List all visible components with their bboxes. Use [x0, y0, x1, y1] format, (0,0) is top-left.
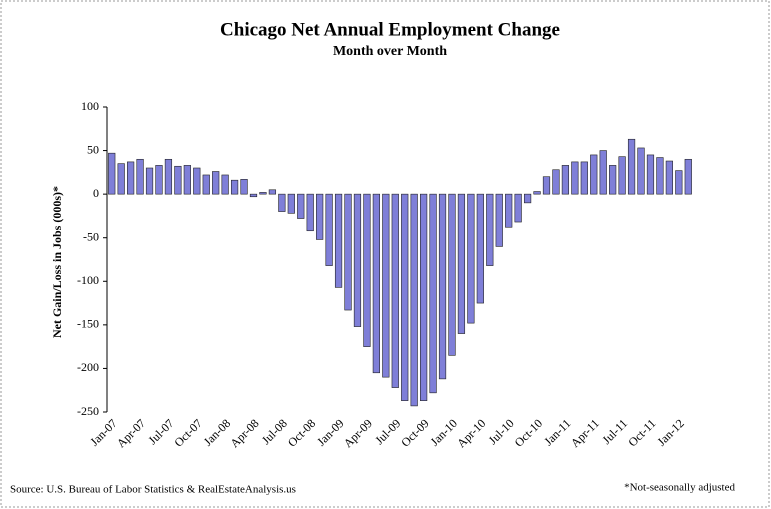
bar [108, 152, 116, 195]
y-tick-label: -100 [77, 273, 99, 287]
y-tick-label: -250 [77, 404, 99, 418]
bar [249, 193, 258, 198]
bar [221, 174, 229, 195]
bar [580, 161, 588, 195]
bar [268, 189, 277, 195]
bar [609, 165, 617, 195]
bar [306, 193, 314, 232]
bar [353, 193, 362, 327]
bar [391, 193, 399, 388]
bar [372, 193, 380, 374]
bar [136, 158, 144, 195]
bar [542, 176, 551, 195]
y-tick-label: -50 [83, 229, 99, 243]
bar [127, 161, 135, 195]
bar [684, 158, 692, 195]
bar [438, 193, 447, 380]
bar [278, 193, 286, 212]
bar [429, 193, 437, 394]
bar [420, 193, 428, 401]
bar [212, 171, 220, 195]
bar [533, 191, 541, 195]
bar [382, 193, 390, 378]
bar [230, 179, 239, 195]
bar [410, 193, 418, 407]
bar [117, 163, 125, 195]
bar [240, 179, 248, 195]
bar [561, 165, 570, 195]
bar [325, 193, 333, 266]
bar [145, 167, 154, 195]
bar [259, 192, 267, 195]
bar [599, 150, 607, 195]
bar [316, 193, 324, 240]
y-axis-label: Net Gain/Loss in Jobs (000s)* [50, 186, 64, 338]
bar [174, 165, 182, 195]
bar [202, 174, 210, 195]
bar [523, 193, 532, 204]
bar [514, 193, 522, 223]
bar [486, 193, 494, 266]
source-note: Source: U.S. Bureau of Labor Statistics … [10, 484, 296, 496]
bar [637, 147, 645, 195]
bar [287, 193, 295, 214]
bar [646, 154, 655, 195]
bar [495, 193, 503, 247]
chart-subtitle: Month over Month [333, 44, 447, 59]
bar [627, 138, 636, 195]
bar [467, 193, 475, 324]
bar [193, 167, 201, 195]
y-tick-label: 0 [93, 186, 99, 200]
bar [334, 193, 343, 288]
y-tick-label: -150 [77, 317, 99, 331]
bar [552, 169, 560, 195]
bar [476, 193, 484, 304]
bar [363, 193, 371, 347]
bar [401, 193, 409, 401]
footnote: *Not-seasonally adjusted [624, 482, 735, 494]
y-tick-label: 50 [87, 142, 99, 156]
bar [656, 157, 664, 195]
bar [155, 165, 163, 195]
bar [164, 158, 173, 195]
bar [618, 156, 626, 195]
bar [505, 193, 513, 228]
bar [571, 161, 579, 195]
bar [448, 193, 456, 356]
bar [675, 170, 683, 195]
bar [297, 193, 305, 219]
bar [344, 193, 352, 311]
bar [183, 165, 191, 195]
bar [457, 193, 466, 334]
chart-title: Chicago Net Annual Employment Change [220, 19, 560, 40]
y-tick-label: 100 [81, 99, 99, 113]
bar [590, 154, 598, 195]
bar [665, 160, 673, 195]
y-tick-label: -200 [77, 360, 99, 374]
